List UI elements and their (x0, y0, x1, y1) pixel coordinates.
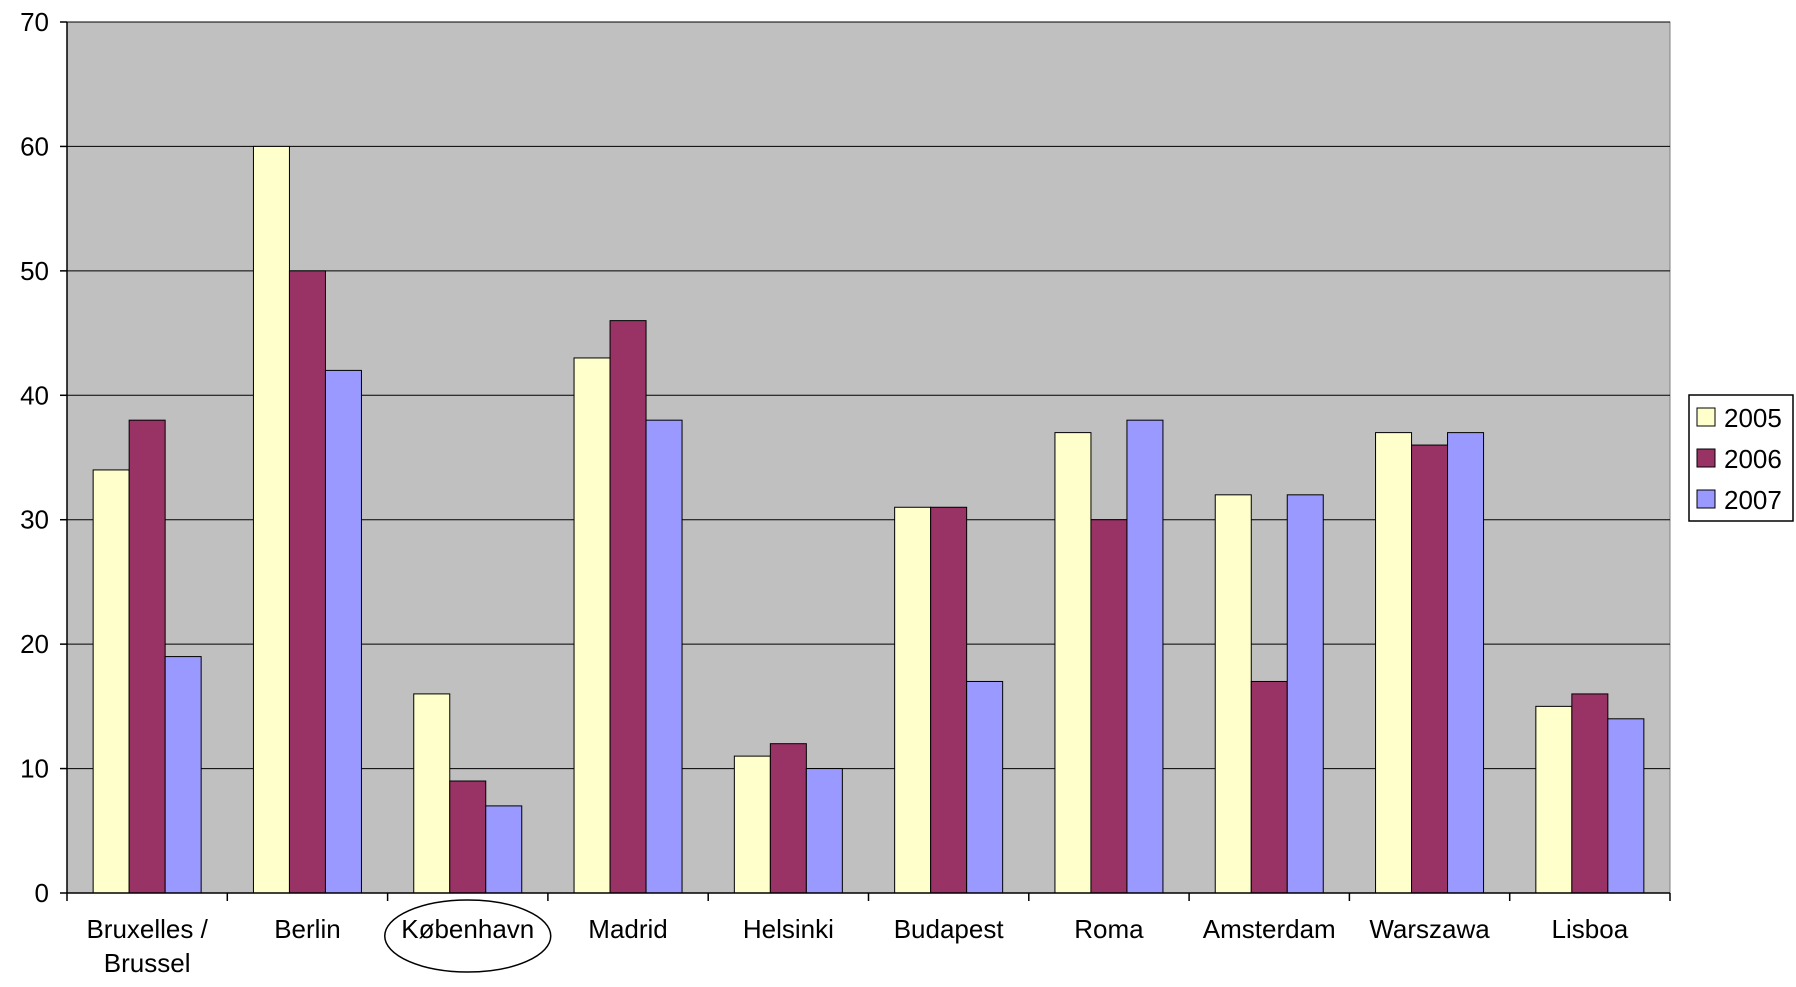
x-category-label: Warszawa (1369, 914, 1490, 944)
y-tick-label: 50 (20, 256, 49, 286)
bar-2006-6 (1090, 519, 1128, 894)
x-category-label: Amsterdam (1203, 914, 1336, 944)
bar-2006-5 (930, 506, 968, 894)
bar-2007-9 (1607, 718, 1645, 894)
legend-label-2007: 2007 (1724, 485, 1782, 515)
x-category-label-line: Roma (1074, 914, 1144, 944)
x-category-label-line: Brussel (104, 948, 191, 978)
legend-swatch-2005 (1696, 407, 1716, 427)
bar-2007-8 (1447, 432, 1485, 894)
x-category-label: Lisboa (1552, 914, 1629, 944)
x-category-label-line: Madrid (588, 914, 667, 944)
bar-2005-4 (733, 755, 771, 894)
bar-2005-8 (1375, 432, 1413, 894)
bar-2005-6 (1054, 432, 1092, 894)
axes (60, 21, 1671, 901)
bar-2005-7 (1214, 494, 1252, 894)
y-tick-labels: 0 10 20 30 40 50 60 70 (20, 7, 49, 908)
x-category-label-line: Warszawa (1369, 914, 1490, 944)
legend: 2005 2006 2007 (1688, 394, 1794, 522)
y-tick-label: 10 (20, 754, 49, 784)
bar-2007-7 (1286, 494, 1324, 894)
bar-2006-9 (1571, 693, 1609, 894)
bar-2006-2 (449, 780, 487, 894)
bar-2006-8 (1411, 444, 1449, 894)
y-tick-label: 30 (20, 505, 49, 535)
bar-2006-0 (128, 419, 166, 894)
bar-2005-2 (413, 693, 451, 894)
bar-2007-1 (324, 369, 362, 894)
y-tick-label: 20 (20, 629, 49, 659)
bar-2007-2 (485, 805, 523, 894)
x-category-label: Madrid (588, 914, 667, 944)
bar-2006-4 (769, 743, 807, 894)
bar-2005-5 (894, 506, 932, 894)
x-category-label: Bruxelles / Brussel (86, 914, 208, 978)
y-tick-label: 0 (35, 878, 49, 908)
x-category-label-line: Berlin (274, 914, 340, 944)
x-category-label-line: Bruxelles / (86, 914, 208, 944)
x-category-label: Berlin (274, 914, 340, 944)
legend-label-2005: 2005 (1724, 403, 1782, 433)
bar-2007-3 (645, 419, 683, 894)
x-category-label-line: København (401, 914, 534, 944)
x-category-label-line: Helsinki (743, 914, 834, 944)
bar-2007-4 (805, 768, 843, 894)
bar-2005-0 (92, 469, 130, 894)
y-tick-label: 40 (20, 380, 49, 410)
legend-swatch-2006 (1696, 448, 1716, 468)
bar-2006-1 (288, 270, 326, 894)
bar-2005-1 (252, 145, 290, 894)
x-category-label-line: Lisboa (1552, 914, 1629, 944)
y-tick-label: 60 (20, 131, 49, 161)
legend-swatch-2007 (1696, 489, 1716, 509)
y-tick-label: 70 (20, 7, 49, 37)
bar-2006-7 (1250, 680, 1288, 894)
x-category-label: Budapest (894, 914, 1005, 944)
bar-2007-0 (164, 656, 202, 894)
bars (92, 145, 1645, 894)
legend-label-2006: 2006 (1724, 444, 1782, 474)
bar-2007-5 (966, 680, 1004, 894)
x-category-label: København (401, 914, 534, 944)
x-category-label: Helsinki (743, 914, 834, 944)
x-category-labels: Bruxelles / Brussel Berlin København Madrid H… (86, 899, 1629, 978)
bar-2006-3 (609, 320, 647, 894)
x-category-label-line: Amsterdam (1203, 914, 1336, 944)
x-category-label: Roma (1074, 914, 1144, 944)
bar-2007-6 (1126, 419, 1164, 894)
x-category-label-line: Budapest (894, 914, 1005, 944)
bar-2005-3 (573, 357, 611, 894)
bar-2005-9 (1535, 705, 1573, 894)
highlight-ellipse (384, 899, 552, 973)
